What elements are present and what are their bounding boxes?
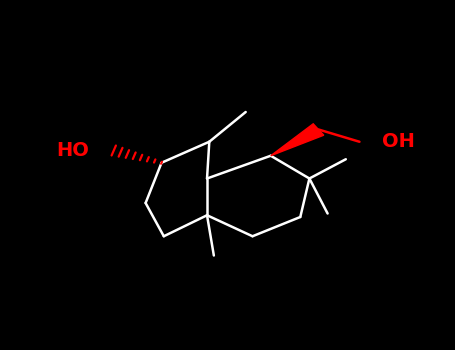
- Text: OH: OH: [382, 132, 415, 151]
- Text: HO: HO: [56, 141, 89, 160]
- Polygon shape: [271, 124, 324, 156]
